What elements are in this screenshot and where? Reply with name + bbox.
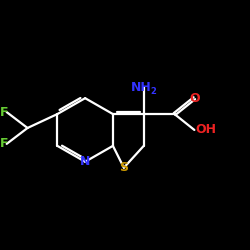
Text: 2: 2 xyxy=(151,87,156,96)
Text: O: O xyxy=(189,92,200,105)
Text: F: F xyxy=(0,106,8,118)
Text: S: S xyxy=(119,161,128,174)
Text: OH: OH xyxy=(196,124,216,136)
Text: NH: NH xyxy=(131,81,152,94)
Text: N: N xyxy=(80,155,90,168)
Text: F: F xyxy=(0,137,8,150)
